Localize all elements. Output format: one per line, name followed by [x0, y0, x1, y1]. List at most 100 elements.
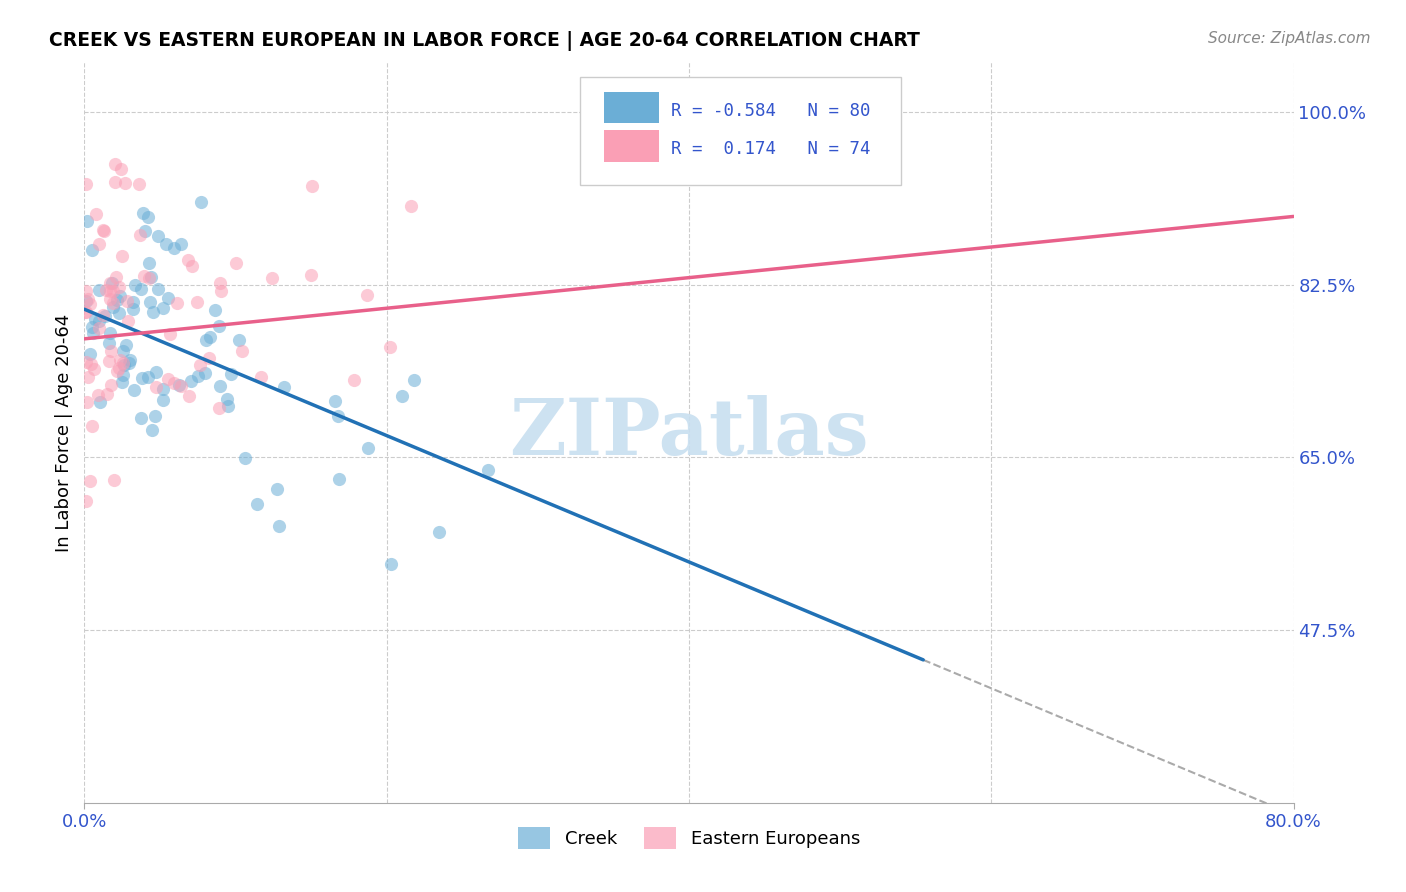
- Point: [124, 278, 146, 293]
- Point: [190, 358, 212, 372]
- Point: [159, 327, 181, 342]
- Point: [115, 338, 138, 352]
- Point: [89, 320, 111, 334]
- Point: [402, 373, 425, 387]
- Point: [91, 223, 114, 237]
- Point: [179, 389, 201, 403]
- Point: [204, 302, 226, 317]
- Point: [170, 379, 193, 393]
- Point: [181, 260, 204, 274]
- Point: [233, 450, 256, 465]
- Point: [186, 294, 208, 309]
- Point: [129, 411, 152, 425]
- Point: [112, 368, 135, 382]
- Point: [94, 283, 117, 297]
- Point: [122, 301, 145, 316]
- Point: [136, 369, 159, 384]
- Point: [155, 237, 177, 252]
- Point: [100, 377, 122, 392]
- Point: [391, 388, 413, 402]
- Point: [200, 330, 222, 344]
- Point: [97, 336, 120, 351]
- Text: CREEK VS EASTERN EUROPEAN IN LABOR FORCE | AGE 20-64 CORRELATION CHART: CREEK VS EASTERN EUROPEAN IN LABOR FORCE…: [49, 31, 920, 51]
- Point: [152, 301, 174, 316]
- Point: [225, 256, 247, 270]
- Point: [76, 370, 98, 384]
- Point: [87, 387, 110, 401]
- Point: [122, 383, 145, 397]
- Text: R =  0.174   N = 74: R = 0.174 N = 74: [671, 140, 870, 158]
- Point: [138, 271, 160, 285]
- Point: [80, 244, 103, 258]
- Point: [208, 277, 231, 291]
- Point: [104, 157, 127, 171]
- Point: [145, 365, 167, 379]
- Point: [76, 394, 98, 409]
- Point: [217, 392, 239, 406]
- Point: [110, 288, 132, 302]
- Bar: [605, 92, 659, 123]
- Point: [93, 224, 115, 238]
- Point: [145, 380, 167, 394]
- Point: [101, 285, 124, 299]
- Point: [262, 271, 284, 285]
- Point: [98, 285, 121, 299]
- Legend: Creek, Eastern Europeans: Creek, Eastern Europeans: [510, 821, 868, 856]
- Point: [269, 518, 291, 533]
- Point: [79, 347, 101, 361]
- Point: [190, 194, 212, 209]
- Point: [75, 285, 97, 299]
- Point: [83, 311, 105, 326]
- Point: [356, 442, 378, 456]
- Point: [121, 295, 143, 310]
- Point: [98, 326, 121, 341]
- Point: [477, 463, 499, 477]
- Point: [194, 366, 217, 380]
- Point: [138, 256, 160, 270]
- Point: [209, 285, 232, 299]
- Point: [107, 293, 129, 307]
- Point: [89, 283, 111, 297]
- Point: [87, 237, 110, 252]
- Point: [194, 334, 217, 348]
- Point: [326, 409, 349, 424]
- Point: [157, 291, 180, 305]
- Point: [131, 371, 153, 385]
- Point: [83, 361, 105, 376]
- Point: [163, 241, 186, 255]
- Point: [273, 379, 295, 393]
- Point: [166, 295, 188, 310]
- Point: [108, 280, 131, 294]
- Point: [152, 393, 174, 408]
- Point: [100, 344, 122, 359]
- Point: [91, 308, 114, 322]
- Point: [103, 473, 125, 487]
- Point: [380, 557, 402, 571]
- Point: [141, 423, 163, 437]
- Point: [77, 292, 100, 306]
- Point: [356, 288, 378, 302]
- Point: [110, 162, 132, 177]
- Point: [111, 375, 134, 389]
- Point: [143, 409, 166, 424]
- Point: [208, 319, 231, 334]
- Point: [112, 343, 135, 358]
- Point: [84, 207, 107, 221]
- Point: [132, 206, 155, 220]
- Point: [80, 357, 103, 371]
- Point: [231, 344, 253, 359]
- FancyBboxPatch shape: [581, 78, 901, 185]
- Point: [146, 229, 169, 244]
- Point: [76, 213, 98, 227]
- Point: [94, 310, 117, 324]
- Text: Source: ZipAtlas.com: Source: ZipAtlas.com: [1208, 31, 1371, 46]
- Point: [180, 374, 202, 388]
- Point: [299, 268, 322, 283]
- Point: [209, 378, 232, 392]
- Point: [80, 418, 103, 433]
- Point: [228, 334, 250, 348]
- Point: [176, 253, 198, 268]
- Point: [207, 401, 229, 416]
- Point: [98, 276, 121, 290]
- Point: [107, 306, 129, 320]
